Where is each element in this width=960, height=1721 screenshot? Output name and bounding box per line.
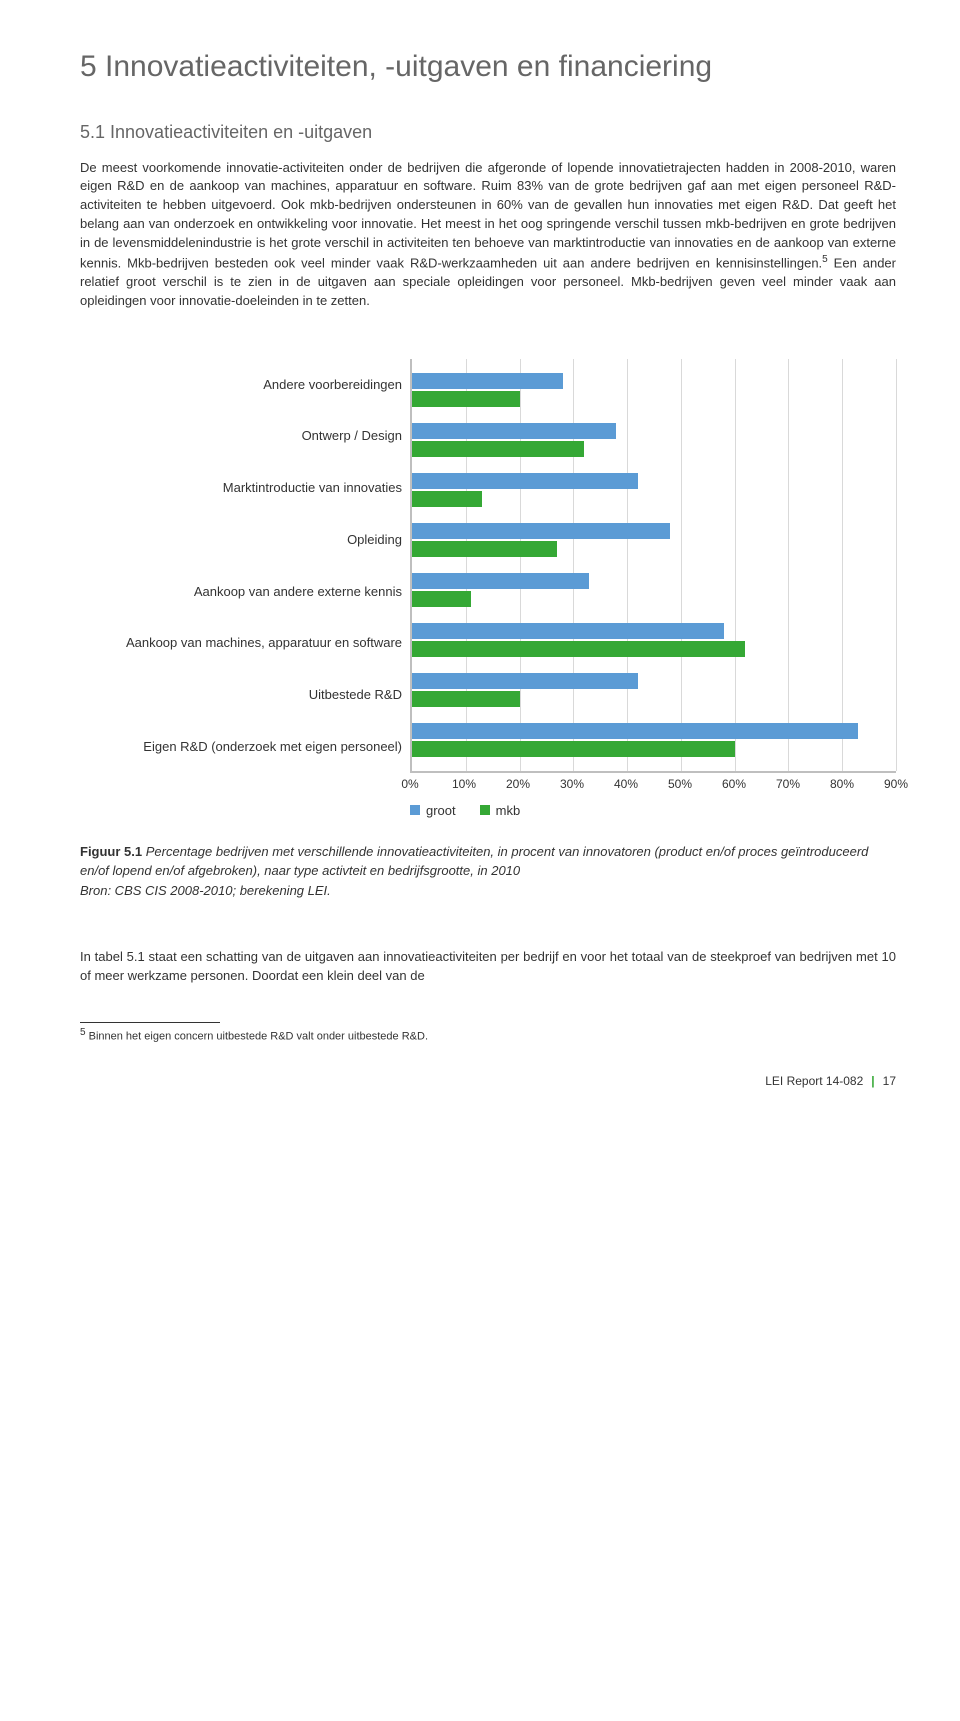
bar-groot: [412, 723, 858, 739]
bar-mkb: [412, 541, 557, 557]
bar-group: [412, 665, 896, 715]
bar-group: [412, 515, 896, 565]
footer-report-id: LEI Report 14-082: [765, 1074, 863, 1088]
x-tick: 90%: [884, 777, 908, 791]
bar-group: [412, 465, 896, 515]
page-title: 5 Innovatieactiviteiten, -uitgaven en fi…: [80, 48, 896, 86]
bar-groot: [412, 523, 670, 539]
bar-groot: [412, 423, 616, 439]
footnote-text: Binnen het eigen concern uitbestede R&D …: [86, 1030, 428, 1042]
bar-groot: [412, 673, 638, 689]
x-tick: 60%: [722, 777, 746, 791]
category-label: Uitbestede R&D: [80, 670, 402, 720]
figure-caption-text: Percentage bedrijven met verschillende i…: [80, 844, 868, 898]
bar-mkb: [412, 691, 520, 707]
footer-separator: |: [871, 1074, 874, 1088]
bar-mkb: [412, 491, 482, 507]
bar-mkb: [412, 741, 735, 757]
bar-group: [412, 365, 896, 415]
footnote-ref: 5: [822, 254, 828, 265]
chart-legend: groot mkb: [410, 803, 896, 818]
body-paragraph: De meest voorkomende innovatie-activitei…: [80, 159, 896, 311]
x-tick: 10%: [452, 777, 476, 791]
legend-swatch: [410, 805, 420, 815]
category-label: Aankoop van andere externe kennis: [80, 566, 402, 616]
category-label: Ontwerp / Design: [80, 411, 402, 461]
legend-item: mkb: [480, 803, 521, 818]
bar-mkb: [412, 641, 745, 657]
footnote: 5 Binnen het eigen concern uitbestede R&…: [80, 1027, 896, 1043]
x-tick: 80%: [830, 777, 854, 791]
bar-groot: [412, 373, 563, 389]
bar-group: [412, 715, 896, 765]
category-label: Marktintroductie van innovaties: [80, 463, 402, 513]
bar-mkb: [412, 441, 584, 457]
bar-groot: [412, 573, 589, 589]
footnote-rule: [80, 1022, 220, 1023]
bar-chart: Andere voorbereidingenOntwerp / DesignMa…: [80, 359, 896, 818]
bar-mkb: [412, 591, 471, 607]
page-footer: LEI Report 14-082 | 17: [80, 1074, 896, 1088]
x-tick: 0%: [401, 777, 418, 791]
x-tick: 40%: [614, 777, 638, 791]
bar-mkb: [412, 391, 520, 407]
body-paragraph-continued: In tabel 5.1 staat een schatting van de …: [80, 948, 896, 986]
bar-group: [412, 615, 896, 665]
legend-swatch: [480, 805, 490, 815]
category-label: Opleiding: [80, 515, 402, 565]
grid-line: [896, 359, 897, 771]
legend-label: groot: [426, 803, 456, 818]
x-tick: 30%: [560, 777, 584, 791]
bar-group: [412, 415, 896, 465]
legend-label: mkb: [496, 803, 521, 818]
figure-number: Figuur 5.1: [80, 844, 142, 859]
bar-group: [412, 565, 896, 615]
figure-caption: Figuur 5.1 Percentage bedrijven met vers…: [80, 842, 896, 901]
section-heading: 5.1 Innovatieactiviteiten en -uitgaven: [80, 122, 896, 143]
x-tick: 50%: [668, 777, 692, 791]
category-label: Eigen R&D (onderzoek met eigen personeel…: [80, 722, 402, 772]
x-tick: 20%: [506, 777, 530, 791]
legend-item: groot: [410, 803, 456, 818]
bar-groot: [412, 473, 638, 489]
bar-groot: [412, 623, 724, 639]
x-tick: 70%: [776, 777, 800, 791]
category-label: Aankoop van machines, apparatuur en soft…: [80, 618, 402, 668]
footer-page-number: 17: [883, 1074, 896, 1088]
category-label: Andere voorbereidingen: [80, 359, 402, 409]
